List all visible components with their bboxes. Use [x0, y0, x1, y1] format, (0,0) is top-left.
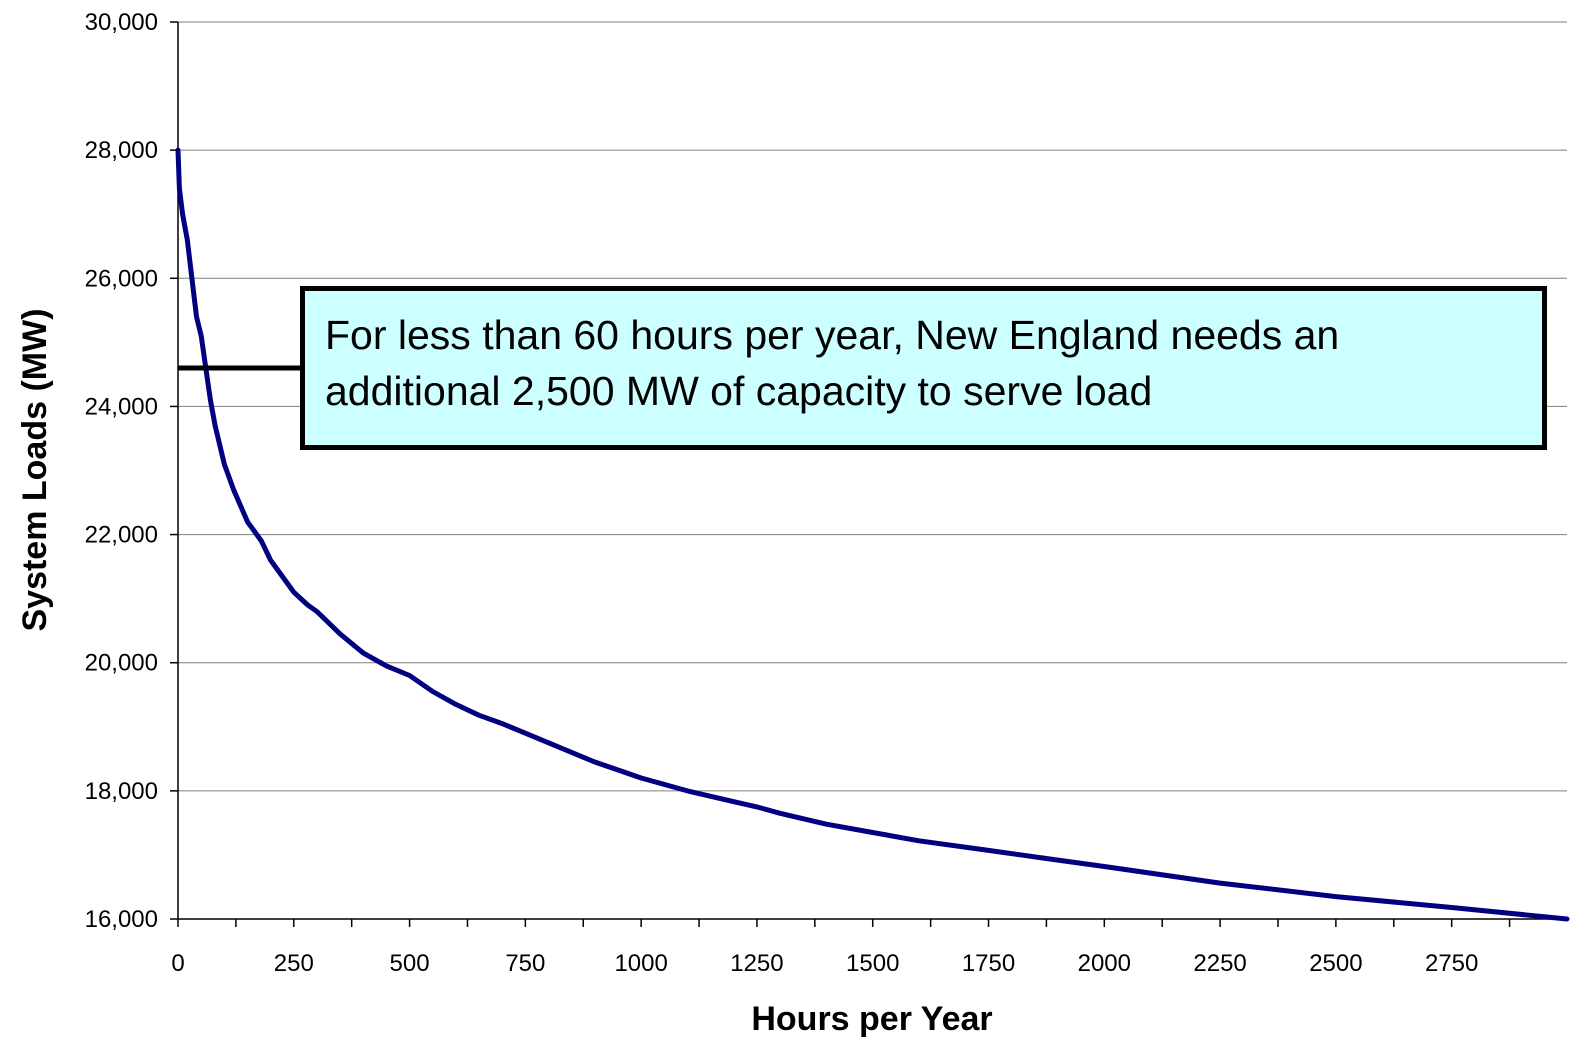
- x-tick-label: 250: [274, 950, 314, 977]
- x-axis-title: Hours per Year: [751, 1000, 992, 1038]
- series-layer: [175, 147, 1570, 922]
- x-tick-label: 1250: [730, 950, 783, 977]
- x-tick-label: 2250: [1193, 950, 1246, 977]
- y-tick-label: 20,000: [85, 650, 158, 677]
- y-tick-label: 22,000: [85, 522, 158, 549]
- y-tick-label: 28,000: [85, 137, 158, 164]
- y-axis-title: System Loads (MW): [16, 308, 54, 631]
- x-tick-label: 2750: [1425, 950, 1478, 977]
- annotation-callout: For less than 60 hours per year, New Eng…: [300, 286, 1547, 450]
- x-tick-label: 0: [171, 950, 184, 977]
- y-tick-label: 16,000: [85, 906, 158, 933]
- y-tick-label: 18,000: [85, 778, 158, 805]
- y-tick-label: 24,000: [85, 393, 158, 420]
- x-tick-label: 2000: [1078, 950, 1131, 977]
- x-tick-label: 1000: [614, 950, 667, 977]
- x-tick-label: 1750: [962, 950, 1015, 977]
- y-tick-label: 30,000: [85, 9, 158, 36]
- x-tick-label: 500: [390, 950, 430, 977]
- x-tick-label: 2500: [1309, 950, 1362, 977]
- x-tick-label: 750: [505, 950, 545, 977]
- load-duration-line: [175, 147, 1570, 922]
- x-axis: 0 250 500 750 1000 1250 1500 1750 2000 2250 2500 27…: [171, 919, 1511, 977]
- y-axis: 16,000 18,000 20,000 22,000 24,000 26,000 28,0…: [85, 9, 178, 933]
- x-tick-label: 1500: [846, 950, 899, 977]
- plot-area: [177, 22, 1567, 920]
- y-tick-label: 26,000: [85, 265, 158, 292]
